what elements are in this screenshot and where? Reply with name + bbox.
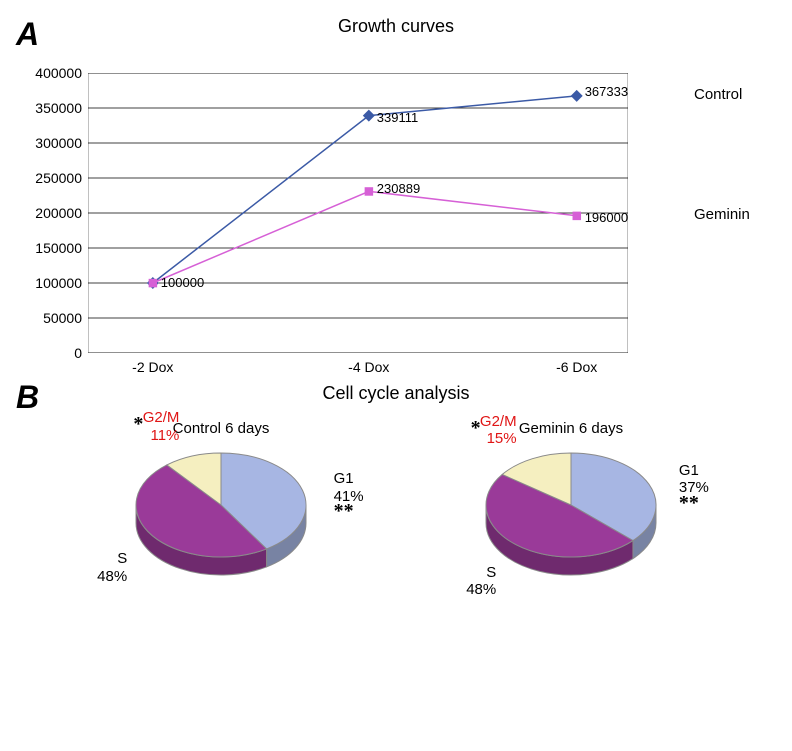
- data-label: 230889: [377, 181, 420, 196]
- panel-a-letter: A: [16, 16, 39, 52]
- pie-subtitle: Control 6 days: [91, 420, 351, 437]
- data-label: 367333: [585, 84, 628, 99]
- data-label: 196000: [585, 210, 628, 225]
- slice-label: G2/M11%: [143, 409, 180, 444]
- significance-mark: *: [133, 413, 143, 436]
- significance-mark: **: [334, 500, 354, 523]
- ytick-label: 150000: [35, 240, 88, 256]
- ytick-label: 200000: [35, 205, 88, 221]
- pie-charts-row: Control 6 daysG141%S48%G2/M11%***Geminin…: [16, 420, 776, 585]
- panel-b: B Cell cycle analysis Control 6 daysG141…: [16, 383, 776, 585]
- significance-mark: **: [679, 492, 699, 515]
- pie-block: Geminin 6 daysG137%S48%G2/M15%***: [441, 420, 701, 585]
- slice-label: S48%: [466, 564, 496, 599]
- xtick-label: -2 Dox: [132, 353, 173, 375]
- slice-label: G2/M15%: [480, 413, 517, 448]
- ytick-label: 0: [74, 345, 88, 361]
- ytick-label: 100000: [35, 275, 88, 291]
- line-chart-svg: [88, 73, 628, 353]
- ytick-label: 300000: [35, 135, 88, 151]
- series-label: Geminin: [694, 206, 750, 223]
- data-label: 339111: [377, 110, 418, 125]
- ytick-label: 50000: [43, 310, 88, 326]
- ytick-label: 250000: [35, 170, 88, 186]
- panel-b-title: Cell cycle analysis: [16, 383, 776, 404]
- xtick-label: -6 Dox: [556, 353, 597, 375]
- panel-a-title: Growth curves: [338, 16, 454, 37]
- pie-chart: G141%S48%G2/M11%***: [131, 445, 311, 585]
- significance-mark: *: [471, 417, 481, 440]
- ytick-label: 350000: [35, 100, 88, 116]
- line-chart: 0500001000001500002000002500003000003500…: [88, 73, 628, 353]
- xtick-label: -4 Dox: [348, 353, 389, 375]
- slice-label: S48%: [97, 550, 127, 585]
- data-label: 100000: [161, 275, 204, 290]
- pie-svg: [481, 445, 661, 577]
- panel-a: A Growth curves 050000100000150000200000…: [16, 16, 776, 353]
- panel-b-letter: B: [16, 379, 39, 416]
- ytick-label: 400000: [35, 65, 88, 81]
- pie-chart: G137%S48%G2/M15%***: [481, 445, 661, 585]
- series-label: Control: [694, 86, 742, 103]
- pie-block: Control 6 days G141%S48%G2/M11%***: [91, 420, 351, 585]
- pie-svg: [131, 445, 311, 577]
- panel-a-plot-wrap: 0500001000001500002000002500003000003500…: [16, 61, 776, 353]
